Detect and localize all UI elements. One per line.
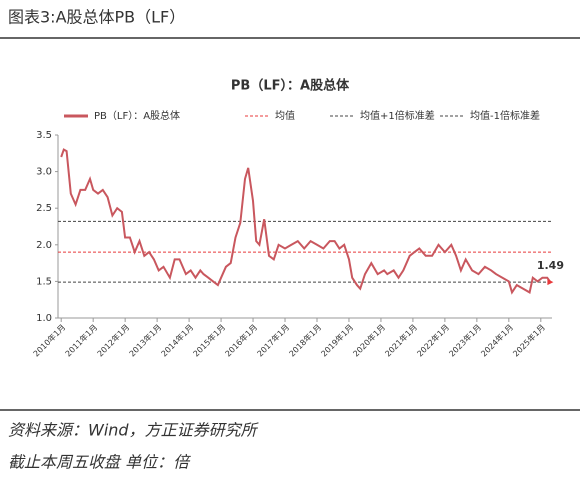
source: 资料来源：Wind，方正证券研究所 [8,421,260,440]
x-tick-label: 2012年1月 [95,322,131,358]
x-tick-label: 2010年1月 [31,322,67,358]
note: 截止本周五收盘 单位：倍 [8,453,191,472]
figure-title: 图表3:A股总体PB（LF） [8,8,185,27]
x-tick-label: 2023年1月 [447,322,483,358]
data-label: 1.49 [537,259,564,272]
x-tick-label: 2017年1月 [255,322,291,358]
x-tick-label: 2020年1月 [351,322,387,358]
x-tick-label: 2011年1月 [63,322,99,358]
y-tick-label: 3.0 [36,167,52,178]
y-tick-label: 1.0 [36,313,52,324]
x-tick-label: 2024年1月 [479,322,515,358]
x-tick-label: 2025年1月 [511,322,547,358]
y-tick-label: 3.5 [36,130,52,141]
series-line [60,148,552,295]
chart-title: PB（LF）：A股总体 [231,78,350,94]
legend-label: PB（LF）：A股总体 [94,109,180,122]
legend-label: 均值-1倍标准差 [470,109,540,122]
x-tick-label: 2014年1月 [159,322,195,358]
y-tick-label: 2.5 [36,203,52,214]
x-tick-label: 2015年1月 [191,322,227,358]
x-tick-label: 2018年1月 [287,322,323,358]
y-tick-label: 2.0 [36,240,52,251]
legend-label: 均值 [275,109,295,122]
last-marker [547,279,554,286]
legend-label: 均值+1倍标准差 [360,109,435,122]
x-tick-label: 2013年1月 [127,322,163,358]
y-tick-label: 1.5 [36,276,52,287]
x-tick-label: 2021年1月 [383,322,419,358]
x-tick-label: 2016年1月 [223,322,259,358]
x-tick-label: 2019年1月 [319,322,355,358]
x-tick-label: 2022年1月 [415,322,451,358]
